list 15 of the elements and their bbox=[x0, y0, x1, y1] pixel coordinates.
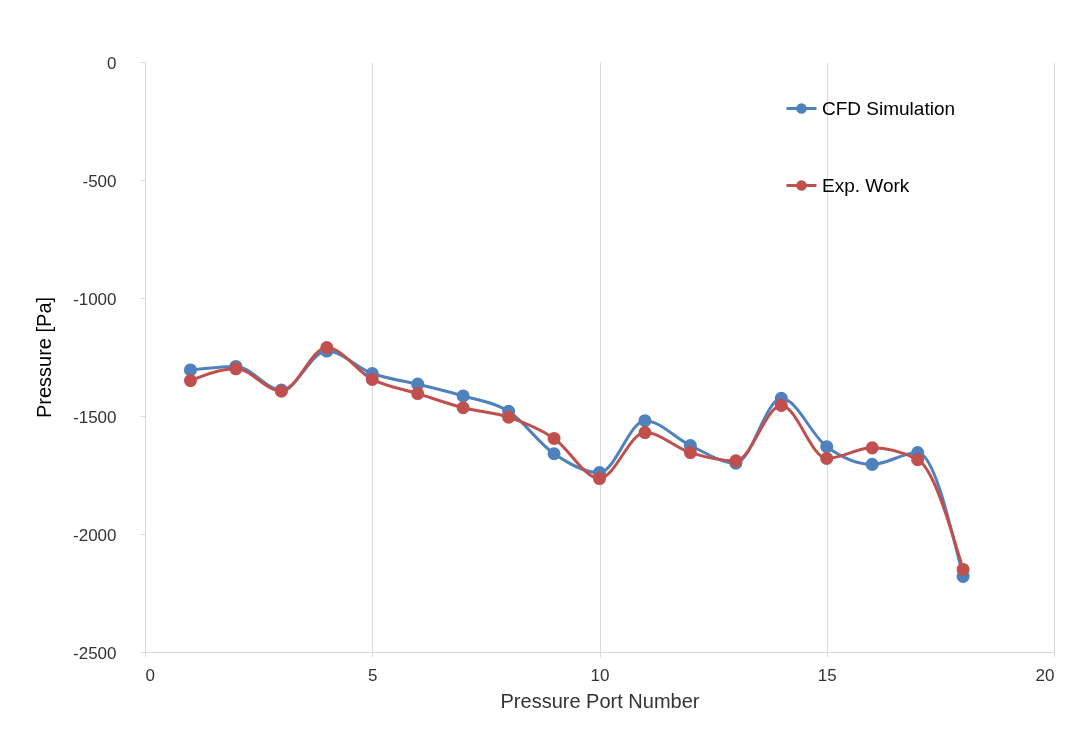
y-tick-label: -500 bbox=[82, 171, 117, 191]
legend-label: CFD Simulation bbox=[822, 97, 956, 119]
legend-label: Exp. Work bbox=[822, 174, 910, 196]
x-tick-label: 5 bbox=[368, 665, 378, 685]
x-tick-label: 10 bbox=[590, 665, 610, 685]
y-tick-label: 0 bbox=[107, 53, 117, 73]
x-tick-label: 15 bbox=[817, 665, 837, 685]
y-axis-title: Pressure [Pa] bbox=[33, 296, 56, 419]
x-tick-label: 0 bbox=[145, 665, 155, 685]
x-tick-label: 20 bbox=[1035, 665, 1055, 685]
y-tick-label: -1000 bbox=[73, 289, 117, 309]
y-tick-label: -2000 bbox=[73, 525, 117, 545]
y-tick-label: -2500 bbox=[73, 643, 117, 663]
y-tick-label: -1500 bbox=[73, 407, 117, 427]
x-axis-title: Pressure Port Number bbox=[500, 689, 700, 712]
